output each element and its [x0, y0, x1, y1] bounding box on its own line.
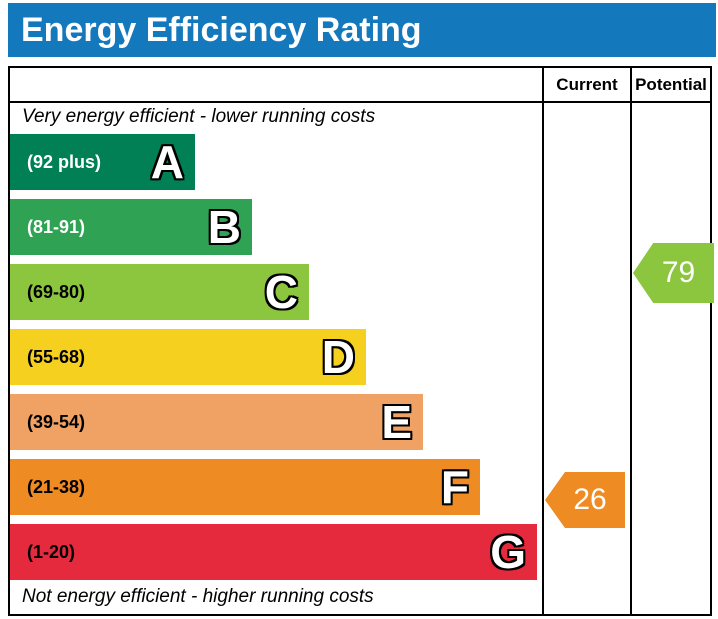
page-title: Energy Efficiency Rating [21, 10, 422, 49]
band-range-label: (69-80) [27, 281, 86, 302]
band-range-label: (21-38) [27, 476, 86, 497]
band-range-label: (81-91) [27, 216, 86, 237]
potential-column-divider [630, 68, 632, 614]
potential-rating-value: 79 [661, 256, 696, 289]
band-row-e: (39-54) E [10, 394, 423, 450]
band-row-b: (81-91) B [10, 199, 252, 255]
rating-table: Current Potential Very energy efficient … [8, 66, 714, 616]
bottom-note: Not energy efficient - higher running co… [22, 586, 374, 607]
potential-column-header: Potential [635, 75, 707, 94]
band-row-f: (21-38) F [10, 459, 480, 515]
band-range-label: (39-54) [27, 411, 86, 432]
band-letter: A [150, 136, 184, 188]
current-rating-arrow: 26 [545, 472, 625, 528]
table-header-row: Current Potential [10, 68, 710, 103]
band-letter: C [264, 266, 298, 318]
band-letter: D [321, 331, 355, 383]
band-letter: G [490, 526, 526, 578]
band-letter: B [207, 201, 241, 253]
current-rating-value: 26 [573, 483, 607, 516]
band-range-label: (1-20) [27, 541, 76, 562]
potential-rating-arrow: 79 [633, 243, 714, 303]
band-letter: E [381, 396, 412, 448]
top-note: Very energy efficient - lower running co… [22, 106, 376, 127]
band-row-g: (1-20) G [10, 524, 537, 580]
band-row-d: (55-68) D [10, 329, 366, 385]
title-bar: Energy Efficiency Rating [8, 3, 716, 57]
current-column-divider [542, 68, 544, 614]
band-range-label: (92 plus) [27, 151, 102, 172]
current-column-header: Current [556, 75, 618, 94]
band-range-label: (55-68) [27, 346, 86, 367]
band-letter: F [440, 461, 469, 513]
band-row-c: (69-80) C [10, 264, 309, 320]
band-row-a: (92 plus) A [10, 134, 195, 190]
